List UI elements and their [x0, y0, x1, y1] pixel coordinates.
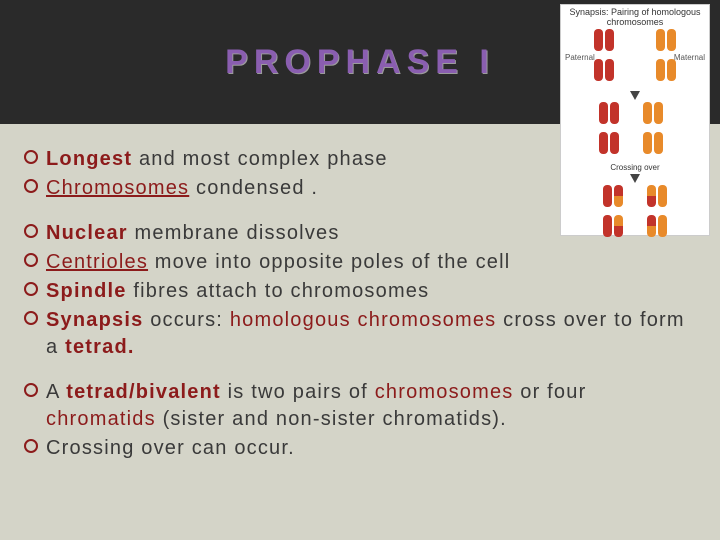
bullet-item: A tetrad/bivalent is two pairs of chromo…: [24, 379, 696, 433]
bullet-icon: [24, 383, 38, 397]
bullet-content: Longest and most complex phaseChromosome…: [24, 146, 696, 480]
diagram-heading: Synapsis: Pairing of homologous chromoso…: [561, 5, 709, 29]
bullet-icon: [24, 150, 38, 164]
bullet-text: Crossing over can occur.: [46, 435, 295, 462]
bullet-item: Centrioles move into opposite poles of t…: [24, 249, 696, 276]
diagram-stage-1: Paternal Maternal: [561, 29, 709, 89]
bullet-icon: [24, 224, 38, 238]
paternal-pair: [584, 29, 624, 81]
bullet-group: Longest and most complex phaseChromosome…: [24, 146, 696, 202]
bullet-item: Crossing over can occur.: [24, 435, 696, 462]
diagram-label-right: Maternal: [674, 53, 705, 62]
bullet-item: Nuclear membrane dissolves: [24, 220, 696, 247]
bullet-icon: [24, 311, 38, 325]
bullet-icon: [24, 253, 38, 267]
arrow-icon: [630, 91, 640, 100]
bullet-text: A tetrad/bivalent is two pairs of chromo…: [46, 379, 696, 433]
bullet-icon: [24, 439, 38, 453]
bullet-text: Synapsis occurs: homologous chromosomes …: [46, 307, 696, 361]
bullet-item: Longest and most complex phase: [24, 146, 696, 173]
bullet-text: Spindle fibres attach to chromosomes: [46, 278, 429, 305]
slide-title: PROPHASE I: [225, 43, 495, 82]
bullet-group: Nuclear membrane dissolvesCentrioles mov…: [24, 220, 696, 361]
bullet-text: Longest and most complex phase: [46, 146, 388, 173]
bullet-icon: [24, 179, 38, 193]
bullet-item: Chromosomes condensed .: [24, 175, 696, 202]
bullet-icon: [24, 282, 38, 296]
bullet-item: Synapsis occurs: homologous chromosomes …: [24, 307, 696, 361]
bullet-text: Chromosomes condensed .: [46, 175, 318, 202]
bullet-group: A tetrad/bivalent is two pairs of chromo…: [24, 379, 696, 462]
bullet-text: Centrioles move into opposite poles of t…: [46, 249, 510, 276]
bullet-item: Spindle fibres attach to chromosomes: [24, 278, 696, 305]
bullet-text: Nuclear membrane dissolves: [46, 220, 340, 247]
